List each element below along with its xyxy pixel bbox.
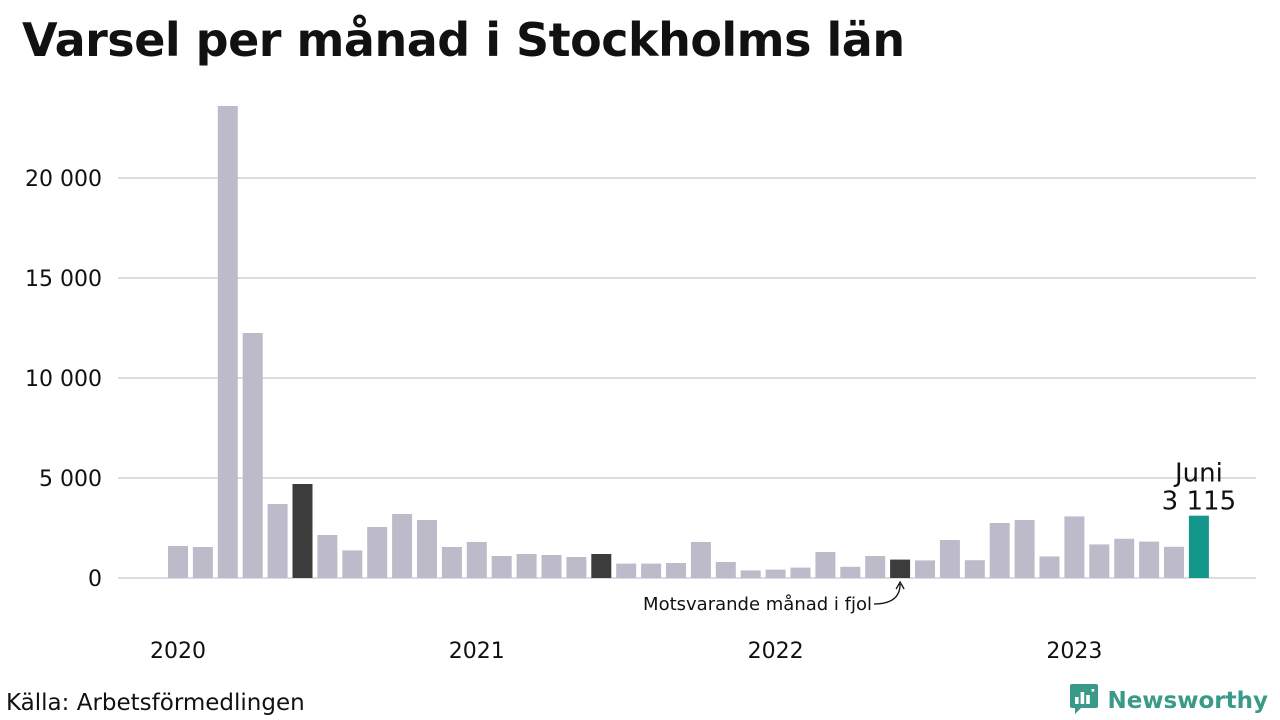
y-tick-label: 10 000 [25, 367, 102, 392]
bar-2023-02 [1089, 544, 1110, 578]
bar-2020-02 [192, 547, 213, 578]
bar-2022-05 [865, 556, 886, 578]
bar-2020-06 [292, 484, 313, 578]
bars [168, 106, 1209, 578]
annotation-arrow-line [873, 583, 901, 605]
bar-2022-02 [790, 567, 811, 578]
y-axis-ticks: 0 5 000 10 000 15 000 20 000 [25, 167, 102, 592]
bar-2021-08 [641, 563, 662, 578]
bar-2020-09 [367, 527, 388, 578]
bar-2020-10 [392, 514, 413, 578]
bar-2020-05 [267, 504, 288, 578]
y-tick-label: 15 000 [25, 267, 102, 292]
bar-2023-01 [1064, 516, 1085, 578]
latest-value-label: 3 115 [1162, 487, 1236, 517]
bar-2022-06 [890, 559, 911, 578]
x-axis-year-labels: 2020 2021 2022 2023 [150, 639, 1102, 664]
bar-2021-05 [566, 557, 587, 578]
brand-name: Newsworthy [1107, 688, 1268, 714]
bar-2021-03 [516, 554, 537, 578]
bar-2021-01 [466, 542, 487, 578]
bar-2023-05 [1164, 546, 1184, 578]
bar-2020-04 [242, 333, 263, 578]
grid-lines [118, 177, 1256, 579]
bar-2022-11 [1014, 520, 1035, 578]
bar-2022-08 [939, 540, 960, 578]
annotation-arrow-head [895, 580, 905, 590]
x-year-label: 2021 [449, 639, 505, 664]
brand[interactable]: Newsworthy [1069, 684, 1268, 718]
bar-2021-06 [591, 554, 612, 578]
x-year-label: 2020 [150, 639, 206, 664]
y-tick-label: 0 [88, 567, 102, 592]
bar-2022-04 [840, 566, 861, 578]
bar-2021-02 [491, 556, 512, 578]
same-month-annotation: Motsvarande månad i fjol [643, 594, 872, 615]
bar-2022-09 [964, 560, 985, 578]
bar-2021-04 [541, 555, 562, 578]
bar-2023-03 [1114, 538, 1135, 578]
bar-2022-01 [765, 569, 786, 578]
bar-2020-07 [317, 535, 338, 578]
bar-2020-03 [217, 106, 238, 578]
chart-title: Varsel per månad i Stockholms län [22, 13, 905, 67]
latest-month-label: Juni [1173, 459, 1223, 489]
bar-2022-12 [1039, 556, 1060, 578]
bar-2022-10 [989, 523, 1010, 578]
bar-2022-07 [915, 560, 935, 578]
y-tick-label: 20 000 [25, 167, 102, 192]
bar-2020-11 [417, 520, 437, 578]
bar-2021-07 [616, 563, 637, 578]
bar-2020-01 [168, 546, 188, 578]
bar-2023-04 [1139, 541, 1160, 578]
x-year-label: 2023 [1046, 639, 1102, 664]
bar-2020-08 [342, 550, 363, 578]
bar-2021-10 [690, 542, 711, 578]
bar-2022-03 [815, 552, 836, 578]
bar-2021-12 [740, 570, 761, 578]
newsworthy-logo-icon [1069, 682, 1099, 720]
x-year-label: 2022 [748, 639, 804, 664]
bar-2020-12 [441, 547, 462, 578]
bar-2023-06 [1188, 515, 1209, 578]
bar-2021-09 [666, 563, 686, 578]
y-tick-label: 5 000 [39, 467, 102, 492]
source-note: Källa: Arbetsförmedlingen [6, 690, 305, 716]
bar-2021-11 [715, 562, 736, 578]
